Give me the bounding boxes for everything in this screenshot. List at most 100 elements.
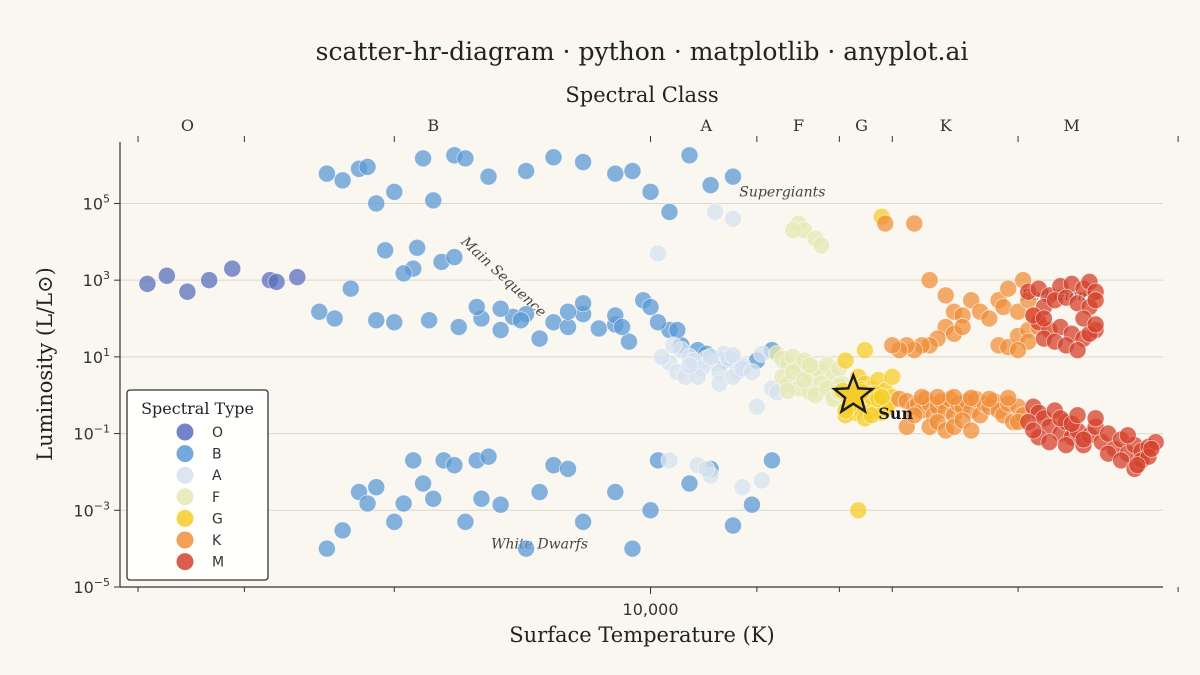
data-point — [980, 390, 999, 408]
data-point — [856, 341, 874, 359]
data-point — [641, 298, 660, 316]
data-point — [928, 388, 947, 406]
top-axis-label: Spectral Class — [565, 83, 718, 107]
data-point — [668, 321, 687, 339]
data-point — [318, 539, 336, 558]
data-point — [883, 336, 902, 355]
data-point — [606, 483, 625, 501]
data-point — [913, 388, 931, 406]
data-point — [724, 209, 742, 228]
data-point — [574, 153, 592, 171]
data-point — [559, 302, 577, 321]
legend-marker — [176, 553, 194, 571]
data-point — [574, 294, 592, 313]
data-point — [1040, 433, 1059, 451]
series-b — [310, 146, 781, 558]
data-point — [479, 447, 498, 466]
data-point — [1118, 426, 1137, 445]
data-point — [876, 214, 895, 233]
series-f — [768, 214, 852, 408]
data-point — [559, 460, 577, 478]
legend-title: Spectral Type — [141, 399, 254, 418]
annotation-background — [458, 234, 549, 320]
data-point — [800, 356, 819, 375]
data-point — [724, 167, 742, 186]
data-point — [883, 368, 902, 386]
data-point — [680, 356, 699, 375]
data-point — [905, 406, 924, 425]
data-point — [223, 259, 242, 278]
data-point — [491, 299, 510, 318]
data-point — [1112, 451, 1130, 470]
data-point — [367, 311, 386, 330]
y-tick-label: 10−5 — [73, 576, 110, 597]
x-tick-label: 10,000 — [623, 600, 679, 619]
data-point — [953, 318, 972, 336]
data-point — [394, 494, 413, 513]
spectral-class-label: A — [699, 116, 712, 135]
data-point — [414, 149, 432, 168]
data-point — [456, 149, 475, 168]
data-point — [652, 348, 671, 366]
annotation-background — [735, 182, 830, 202]
data-point — [649, 313, 667, 332]
data-point — [936, 286, 955, 305]
data-point — [1035, 309, 1053, 328]
data-point — [743, 495, 761, 514]
spectral-class-label: M — [1064, 116, 1080, 135]
data-point — [325, 309, 344, 328]
data-point — [385, 512, 404, 531]
data-point — [812, 236, 831, 255]
data-point — [752, 471, 771, 490]
data-point — [358, 157, 377, 176]
data-point — [748, 397, 766, 416]
data-point — [945, 388, 963, 406]
data-point — [288, 268, 307, 286]
spectral-class-label: G — [855, 116, 868, 135]
data-point — [574, 512, 592, 531]
data-point — [559, 318, 577, 336]
data-point — [697, 460, 716, 478]
sun-star-icon — [831, 371, 876, 415]
data-point — [367, 478, 386, 497]
series-g — [833, 207, 902, 520]
data-point — [980, 309, 999, 328]
legend-marker — [176, 423, 194, 441]
data-point — [1068, 341, 1087, 359]
data-point — [641, 183, 660, 201]
legend-item: A — [176, 466, 222, 484]
data-point — [178, 282, 197, 301]
data-point — [620, 332, 638, 351]
data-point — [1068, 406, 1087, 425]
data-point — [784, 221, 802, 240]
data-point — [158, 266, 176, 285]
data-point — [467, 298, 486, 316]
legend-label: K — [212, 533, 222, 549]
data-point — [920, 271, 939, 290]
data-point — [408, 238, 427, 257]
annotation-text: Supergiants — [739, 185, 825, 201]
data-point — [530, 483, 549, 501]
data-point — [590, 319, 608, 338]
legend-label: A — [212, 468, 222, 484]
spectral-class-label: O — [181, 116, 194, 135]
x-axis-label: Surface Temperature (K) — [509, 623, 774, 647]
data-point — [872, 388, 891, 406]
sun-label: Sun — [878, 404, 913, 423]
data-point — [999, 279, 1018, 298]
data-point — [479, 167, 498, 186]
data-point — [1142, 439, 1161, 458]
data-point — [1024, 421, 1043, 440]
data-point — [641, 501, 660, 520]
data-point — [1086, 291, 1105, 310]
region-annotation: White Dwarfs — [488, 534, 591, 554]
data-point — [962, 389, 981, 407]
legend-marker — [176, 509, 194, 527]
data-point — [517, 539, 535, 558]
y-tick-label: 10−3 — [73, 499, 110, 520]
legend-label: G — [212, 511, 223, 527]
data-point — [358, 494, 377, 513]
data-point — [701, 348, 720, 366]
data-point — [385, 183, 404, 201]
